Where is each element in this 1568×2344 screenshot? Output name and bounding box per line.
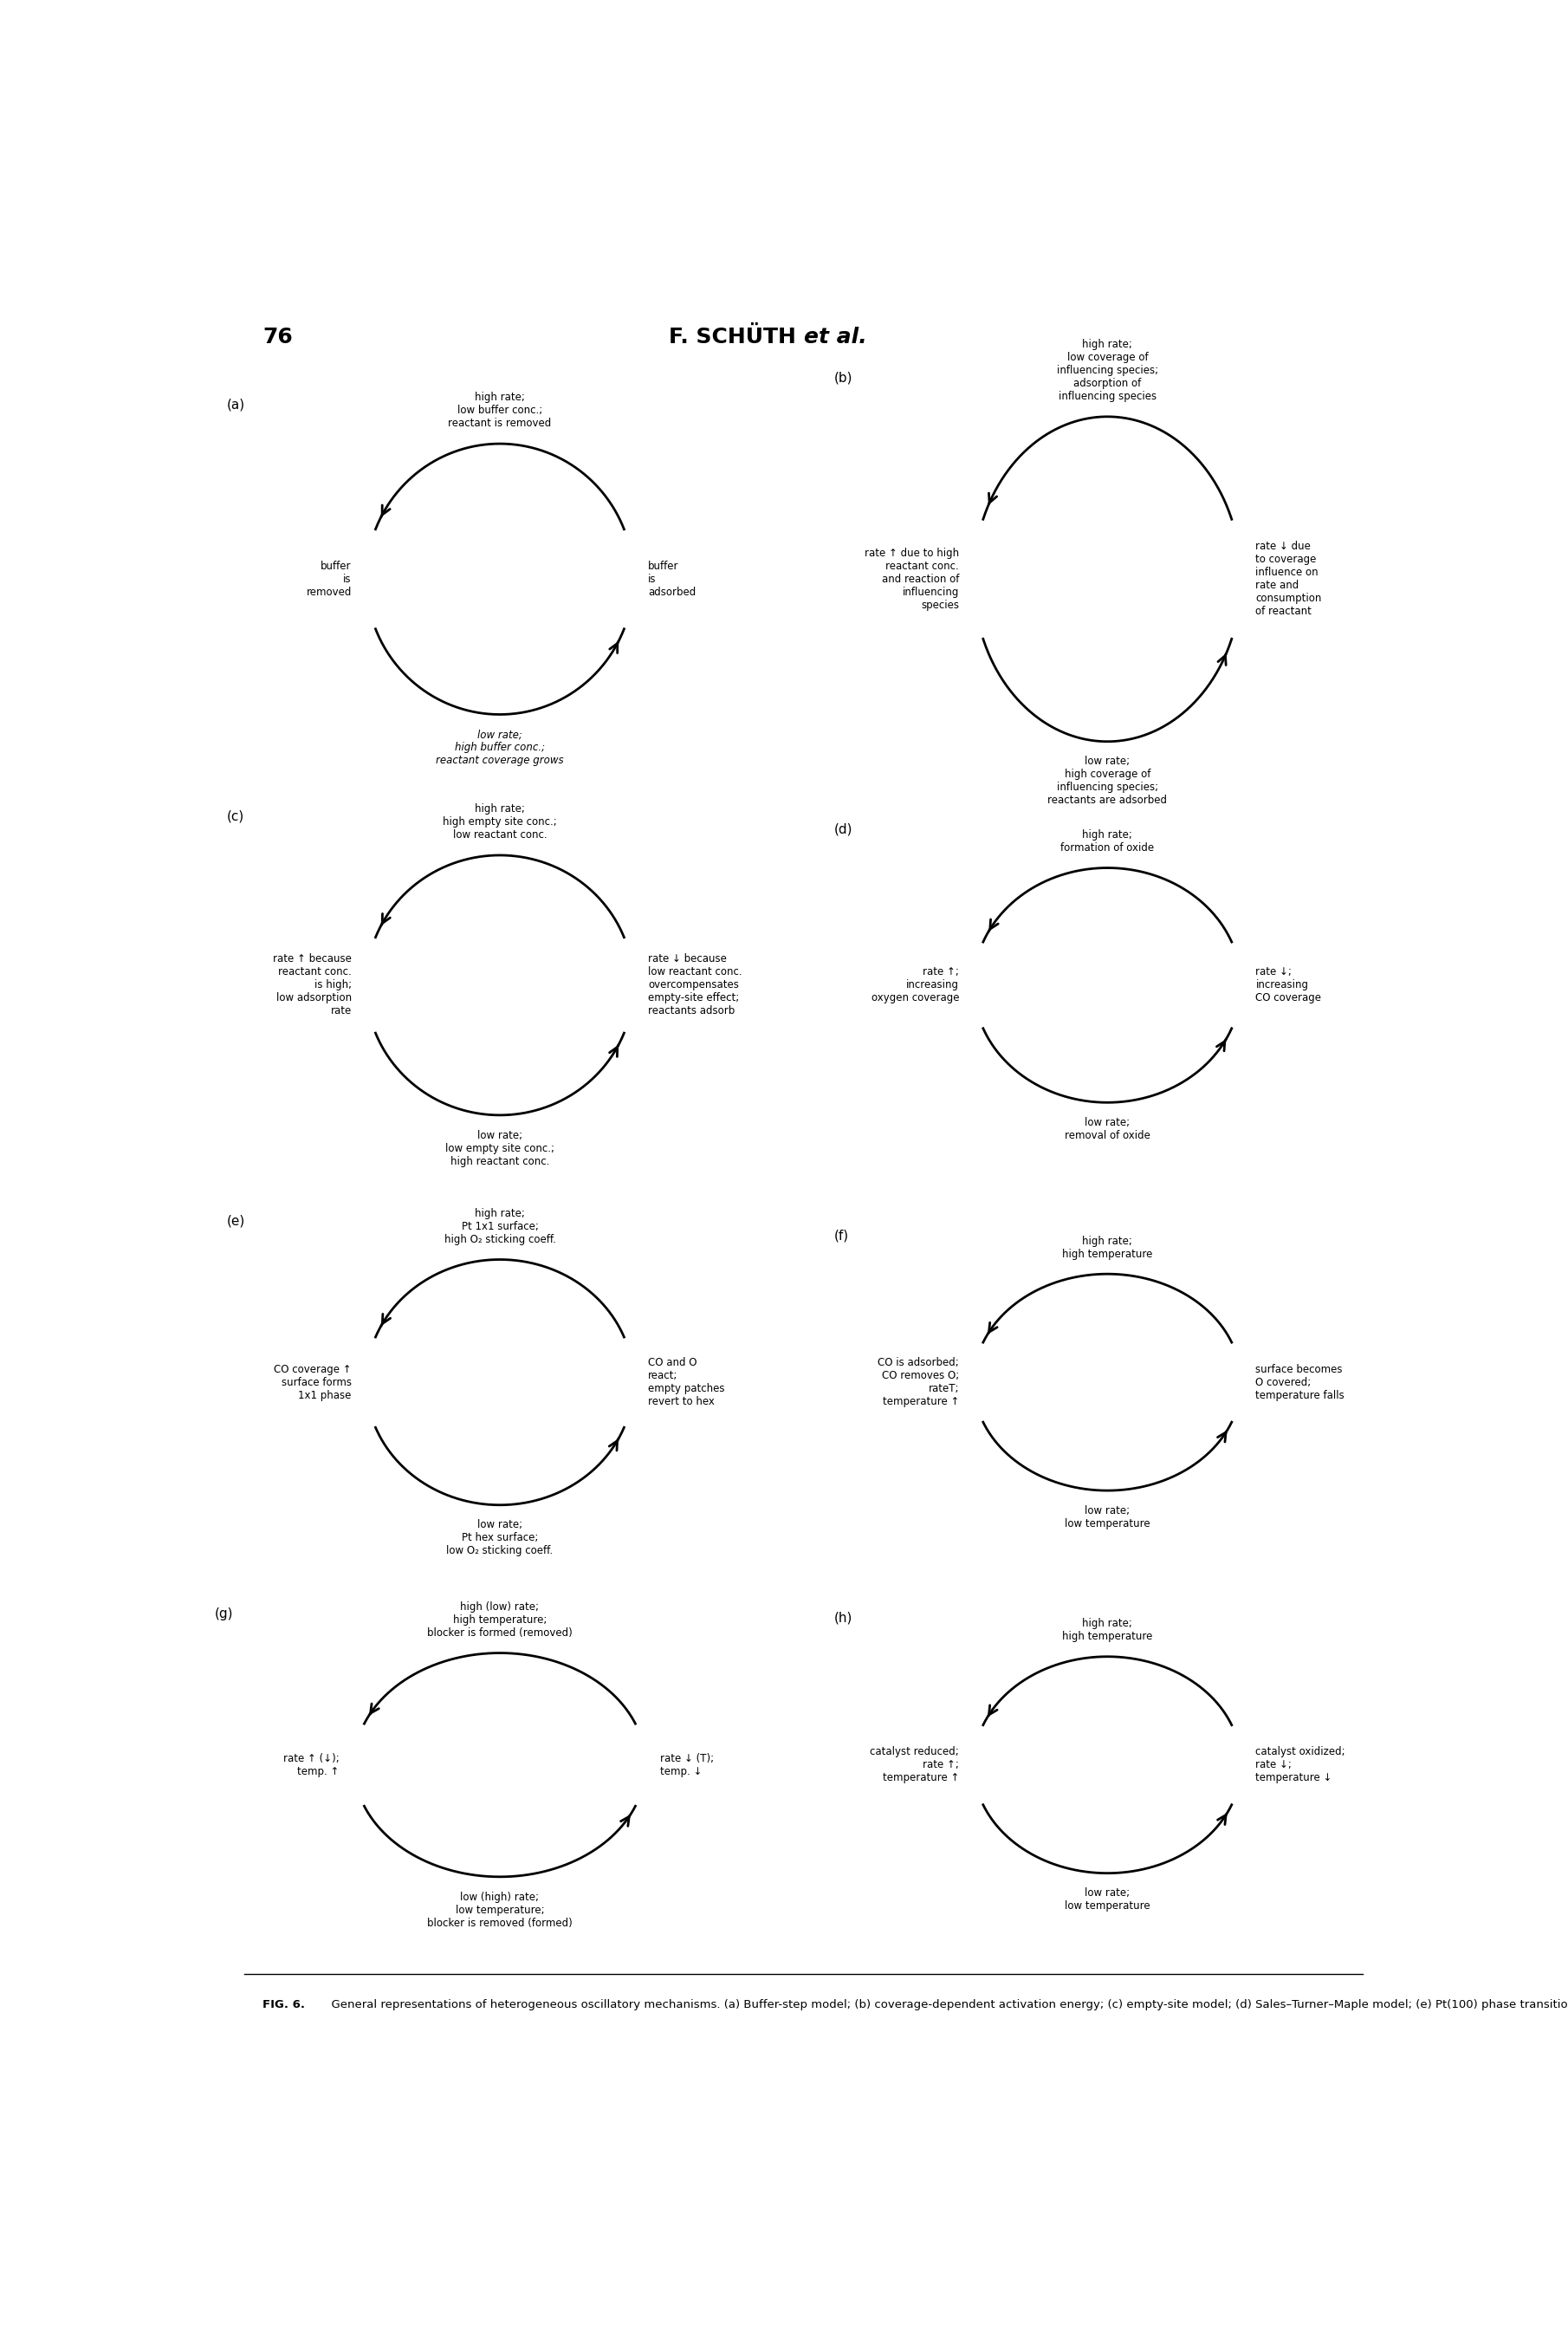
Text: low rate;
low empty site conc.;
high reactant conc.: low rate; low empty site conc.; high rea… xyxy=(445,1130,555,1167)
Text: buffer
is
removed: buffer is removed xyxy=(306,560,351,598)
Text: (e): (e) xyxy=(226,1214,245,1228)
Text: (a): (a) xyxy=(226,398,245,413)
Text: FIG. 6.: FIG. 6. xyxy=(263,1999,306,2011)
Text: high rate;
high temperature: high rate; high temperature xyxy=(1062,1235,1152,1259)
Text: rate ↓ because
low reactant conc.
overcompensates
empty-site effect;
reactants a: rate ↓ because low reactant conc. overco… xyxy=(648,954,742,1017)
Text: low rate;
low temperature: low rate; low temperature xyxy=(1065,1505,1149,1528)
Text: rate ↑ because
reactant conc.
is high;
low adsorption
rate: rate ↑ because reactant conc. is high; l… xyxy=(273,954,351,1017)
Text: CO coverage ↑
surface forms
1x1 phase: CO coverage ↑ surface forms 1x1 phase xyxy=(274,1364,351,1402)
Text: CO and O
react;
empty patches
revert to hex: CO and O react; empty patches revert to … xyxy=(648,1357,724,1406)
Text: high rate;
high temperature: high rate; high temperature xyxy=(1062,1617,1152,1643)
Text: et al.: et al. xyxy=(803,326,867,347)
Text: (c): (c) xyxy=(226,811,245,823)
Text: (g): (g) xyxy=(215,1608,234,1620)
Text: low rate;
low temperature: low rate; low temperature xyxy=(1065,1887,1149,1913)
Text: low rate;
high coverage of
influencing species;
reactants are adsorbed: low rate; high coverage of influencing s… xyxy=(1047,757,1167,806)
Text: high rate;
formation of oxide: high rate; formation of oxide xyxy=(1060,830,1154,853)
Text: low rate;
removal of oxide: low rate; removal of oxide xyxy=(1065,1118,1151,1142)
Text: surface becomes
O covered;
temperature falls: surface becomes O covered; temperature f… xyxy=(1256,1364,1345,1402)
Text: (h): (h) xyxy=(834,1610,853,1624)
Text: (f): (f) xyxy=(834,1228,848,1242)
Text: low (high) rate;
low temperature;
blocker is removed (formed): low (high) rate; low temperature; blocke… xyxy=(426,1892,572,1929)
Text: rate ↑ due to high
reactant conc.
and reaction of
influencing
species: rate ↑ due to high reactant conc. and re… xyxy=(864,548,960,612)
Text: catalyst oxidized;
rate ↓;
temperature ↓: catalyst oxidized; rate ↓; temperature ↓ xyxy=(1256,1746,1345,1784)
Text: high rate;
low buffer conc.;
reactant is removed: high rate; low buffer conc.; reactant is… xyxy=(448,391,552,429)
Text: catalyst reduced;
rate ↑;
temperature ↑: catalyst reduced; rate ↑; temperature ↑ xyxy=(870,1746,960,1784)
Text: CO is adsorbed;
CO removes O;
rateT;
temperature ↑: CO is adsorbed; CO removes O; rateT; tem… xyxy=(878,1357,960,1406)
Text: high rate;
low coverage of
influencing species;
adsorption of
influencing specie: high rate; low coverage of influencing s… xyxy=(1057,340,1159,403)
Text: General representations of heterogeneous oscillatory mechanisms. (a) Buffer-step: General representations of heterogeneous… xyxy=(323,1999,1568,2011)
Text: rate ↑;
increasing
oxygen coverage: rate ↑; increasing oxygen coverage xyxy=(872,966,960,1003)
Text: F. SCHÜTH: F. SCHÜTH xyxy=(670,326,803,347)
Text: low rate;
high buffer conc.;
reactant coverage grows: low rate; high buffer conc.; reactant co… xyxy=(436,729,564,766)
Text: high rate;
Pt 1x1 surface;
high O₂ sticking coeff.: high rate; Pt 1x1 surface; high O₂ stick… xyxy=(444,1207,555,1245)
Text: low rate;
Pt hex surface;
low O₂ sticking coeff.: low rate; Pt hex surface; low O₂ stickin… xyxy=(447,1519,554,1556)
Text: rate ↓;
increasing
CO coverage: rate ↓; increasing CO coverage xyxy=(1256,966,1322,1003)
Text: rate ↓ due
to coverage
influence on
rate and
consumption
of reactant: rate ↓ due to coverage influence on rate… xyxy=(1256,541,1322,616)
Text: high (low) rate;
high temperature;
blocker is formed (removed): high (low) rate; high temperature; block… xyxy=(426,1601,572,1638)
Text: (d): (d) xyxy=(834,823,853,837)
Text: rate ↑ (↓);
temp. ↑: rate ↑ (↓); temp. ↑ xyxy=(284,1753,339,1777)
Text: buffer
is
adsorbed: buffer is adsorbed xyxy=(648,560,696,598)
Text: 76: 76 xyxy=(263,326,293,347)
Text: (b): (b) xyxy=(834,370,853,384)
Text: rate ↓ (T);
temp. ↓: rate ↓ (T); temp. ↓ xyxy=(660,1753,713,1777)
Text: high rate;
high empty site conc.;
low reactant conc.: high rate; high empty site conc.; low re… xyxy=(442,804,557,841)
